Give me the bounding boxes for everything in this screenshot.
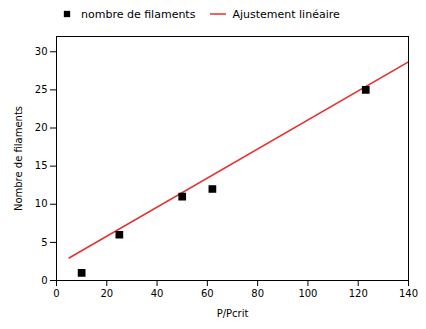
svg-text:80: 80 bbox=[251, 288, 264, 299]
html-text:nombre de filaments: nombre de filaments bbox=[81, 7, 196, 21]
svg-text:25: 25 bbox=[35, 84, 48, 95]
svg-text:P/Pcrit: P/Pcrit bbox=[217, 308, 249, 319]
html-text:Ajustement linéaire: Ajustement linéaire bbox=[232, 7, 340, 21]
svg-text:140: 140 bbox=[399, 288, 418, 299]
svg-text:0: 0 bbox=[41, 275, 47, 286]
svg-text:60: 60 bbox=[201, 288, 214, 299]
svg-text:20: 20 bbox=[100, 288, 113, 299]
svg-text:120: 120 bbox=[349, 288, 368, 299]
svg-text:30: 30 bbox=[35, 46, 48, 57]
svg-text:100: 100 bbox=[298, 288, 317, 299]
svg-text:40: 40 bbox=[151, 288, 164, 299]
svg-text:15: 15 bbox=[35, 160, 48, 171]
svg-text:0: 0 bbox=[53, 288, 59, 299]
svg-text:20: 20 bbox=[35, 122, 48, 133]
svg-text:10: 10 bbox=[35, 198, 48, 209]
svg-text:Nombre de filaments: Nombre de filaments bbox=[13, 106, 24, 211]
svg-text:5: 5 bbox=[41, 237, 47, 248]
